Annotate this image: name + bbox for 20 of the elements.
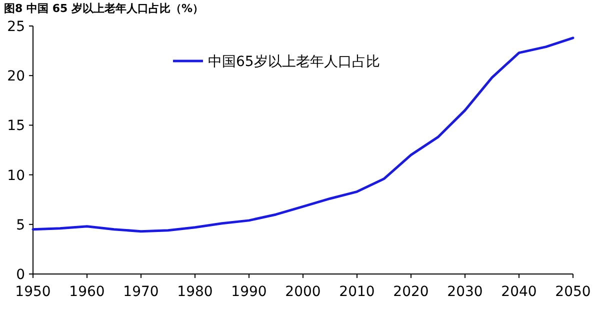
- x-tick-label: 2020: [393, 284, 429, 300]
- y-tick-label: 5: [16, 217, 25, 234]
- x-tick-label: 1970: [123, 284, 159, 300]
- x-tick-label: 2040: [501, 284, 537, 300]
- y-tick-label: 15: [7, 118, 25, 134]
- x-tick-label: 2050: [555, 284, 591, 300]
- x-tick-label: 2010: [339, 284, 375, 300]
- chart-title: 图8 中国 65 岁以上老年人口占比（%）: [4, 2, 204, 15]
- x-tick-label: 1960: [69, 284, 105, 300]
- x-tick-label: 1950: [15, 284, 51, 300]
- x-tick-label: 1990: [231, 284, 267, 300]
- y-tick-label: 20: [7, 68, 25, 85]
- y-tick-label: 25: [7, 19, 25, 35]
- x-tick-label: 2030: [447, 284, 483, 300]
- x-tick-label: 1980: [177, 284, 213, 300]
- line-series: [32, 36, 574, 233]
- y-tick-label: 0: [16, 267, 25, 283]
- legend-label: 中国65岁以上老年人口占比: [208, 54, 380, 70]
- x-tick-label: 2000: [285, 284, 321, 300]
- y-tick-label: 10: [7, 168, 25, 184]
